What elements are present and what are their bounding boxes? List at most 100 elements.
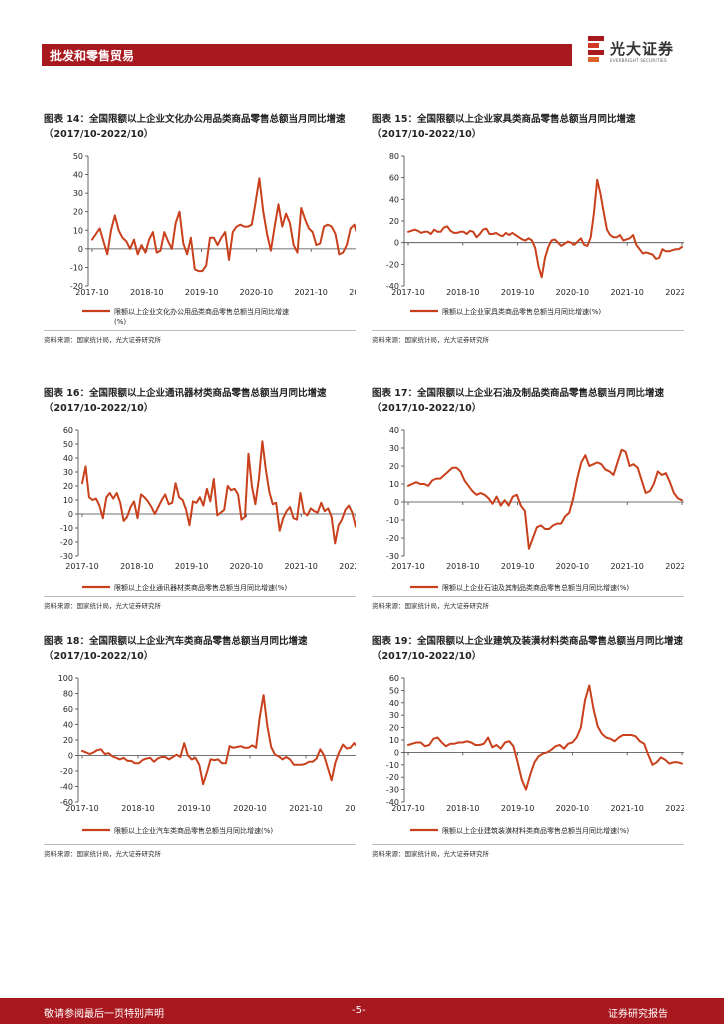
y-tick-label: 60 (389, 174, 399, 183)
y-tick-label: -20 (386, 260, 399, 269)
y-tick-label: -60 (60, 798, 73, 807)
y-tick-label: 20 (73, 208, 83, 217)
series-line (81, 440, 356, 545)
y-tick-label: 30 (389, 711, 399, 720)
section-bar: 批发和零售贸易 (42, 44, 572, 66)
y-tick-label: 40 (63, 721, 73, 730)
page-header: 批发和零售贸易 光大证券 EVERBRIGHT SECURITIES (0, 0, 724, 72)
y-tick-label: 60 (63, 705, 73, 714)
y-tick-label: 20 (389, 724, 399, 733)
x-tick-label: 2019-10 (177, 804, 210, 813)
y-tick-label: -30 (386, 552, 399, 561)
x-tick-label: 2020-10 (556, 288, 589, 297)
y-tick-label: 30 (389, 444, 399, 453)
line-chart: -40 -20 0 20 40 60 80 2017-10 2018-10 2019-10 2020… (386, 152, 684, 316)
x-tick-label: 2018-10 (446, 288, 479, 297)
x-tick-label: 2021-10 (284, 562, 317, 571)
chart-source: 资料来源：国家统计局，光大证券研究所 (44, 336, 161, 344)
y-tick-label: 0 (394, 239, 399, 248)
chart-title: 图表 17：全国限额以上企业石油及制品类商品零售总额当月同比增速（2017/10… (372, 388, 665, 414)
y-tick-label: -10 (386, 516, 399, 525)
x-tick-label: 2019-10 (185, 288, 218, 297)
y-tick-label: 100 (58, 674, 73, 683)
y-tick-label: -30 (60, 552, 73, 561)
y-tick-label: 0 (78, 245, 83, 254)
series-line (407, 684, 683, 791)
x-tick-label: 2018-10 (120, 562, 153, 571)
y-tick-label: -10 (60, 524, 73, 533)
y-tick-label: 60 (389, 674, 399, 683)
y-tick-label: -40 (386, 282, 399, 291)
y-tick-label: 20 (63, 736, 73, 745)
y-tick-label: 50 (63, 440, 73, 449)
x-tick-label: 2017-10 (391, 804, 424, 813)
y-tick-label: 50 (73, 152, 83, 161)
x-tick-label: 2019-10 (501, 804, 534, 813)
y-tick-label: 0 (68, 510, 73, 519)
x-tick-label: 2020-10 (233, 804, 266, 813)
line-chart: -60 -40 -20 0 20 40 60 80 100 2017-10 2018-10 2019-… (58, 674, 356, 835)
y-tick-label: 0 (394, 748, 399, 757)
source-divider (372, 330, 684, 331)
x-tick-label: 2021-10 (610, 562, 643, 571)
y-tick-label: 0 (68, 752, 73, 761)
y-tick-label: -20 (60, 767, 73, 776)
y-tick-label: 60 (63, 426, 73, 435)
x-tick-label: 2022-10 (345, 804, 356, 813)
y-tick-label: 30 (63, 468, 73, 477)
chart-title: 图表 16：全国限额以上企业通讯器材类商品零售总额当月同比增速（2017/10-… (44, 388, 327, 414)
y-tick-label: -20 (70, 282, 83, 291)
x-tick-label: 2018-10 (130, 288, 163, 297)
line-chart: -30 -20 -10 0 10 20 30 40 2017-10 2018-10 2019-10 2… (386, 426, 684, 592)
y-tick-label: -10 (70, 263, 83, 272)
legend-label: 限额以上企业汽车类商品零售总额当月同比增速(%) (114, 826, 273, 835)
section-title: 批发和零售贸易 (50, 49, 135, 63)
source-divider (44, 330, 356, 331)
page-number: -5- (352, 1005, 366, 1016)
y-tick-label: 20 (389, 462, 399, 471)
logo-mark-icon (588, 36, 604, 62)
legend-label: 限额以上企业石油及其制品类商品零售总额当月同比增速(%) (442, 583, 629, 592)
x-tick-label: 2018-10 (446, 804, 479, 813)
x-tick-label: 2022-10 (339, 562, 356, 571)
chart-source: 资料来源：国家统计局，光大证券研究所 (44, 602, 161, 610)
legend-label: 限额以上企业家具类商品零售总额当月同比增速(%) (442, 307, 601, 316)
legend-label: 限额以上企业通讯器材类商品零售总额当月同比增速(%) (114, 583, 287, 592)
y-tick-label: -20 (386, 534, 399, 543)
x-tick-label: 2022-10 (349, 288, 356, 297)
brand-logo: 光大证券 EVERBRIGHT SECURITIES (588, 36, 688, 68)
y-tick-label: 40 (63, 454, 73, 463)
line-chart: -30 -20 -10 0 10 20 30 40 50 60 2017-10 2018-10 2019… (60, 426, 356, 592)
chart-title: 图表 14：全国限额以上企业文化办公用品类商品零售总额当月同比增速（2017/1… (44, 114, 346, 140)
chart-title: 图表 19：全国限额以上企业建筑及装潢材料类商品零售总额当月同比增速（2017/… (372, 636, 684, 662)
y-tick-label: 10 (73, 226, 83, 235)
series-line (407, 448, 683, 550)
x-tick-label: 2021-10 (289, 804, 322, 813)
y-tick-label: 20 (63, 482, 73, 491)
chart-source: 资料来源：国家统计局，光大证券研究所 (372, 850, 489, 858)
chart-source: 资料来源：国家统计局，光大证券研究所 (372, 336, 489, 344)
chart-title: 图表 18：全国限额以上企业汽车类商品零售总额当月同比增速（2017/10-20… (44, 636, 308, 662)
chart-source: 资料来源：国家统计局，光大证券研究所 (44, 850, 161, 858)
source-divider (44, 596, 356, 597)
x-tick-label: 2017-10 (391, 288, 424, 297)
series-line (91, 177, 356, 273)
x-tick-label: 2020-10 (240, 288, 273, 297)
y-tick-label: 40 (389, 426, 399, 435)
y-tick-label: -40 (60, 783, 73, 792)
y-tick-label: 40 (389, 195, 399, 204)
x-tick-label: 2017-10 (75, 288, 108, 297)
x-tick-label: 2017-10 (65, 804, 98, 813)
x-tick-label: 2018-10 (446, 562, 479, 571)
source-divider (44, 844, 356, 845)
x-tick-label: 2020-10 (556, 804, 589, 813)
y-tick-label: -40 (386, 798, 399, 807)
line-chart: -40 -30 -20 -10 0 10 20 30 40 50 60 2017-10 2018-10 2… (386, 674, 684, 835)
x-tick-label: 2019-10 (175, 562, 208, 571)
chart-source: 资料来源：国家统计局，光大证券研究所 (372, 602, 489, 610)
series-line (407, 178, 683, 279)
page-footer: 敬请参阅最后一页特别声明 -5- 证券研究报告 (0, 998, 724, 1024)
y-tick-label: 0 (394, 498, 399, 507)
y-tick-label: 40 (73, 171, 83, 180)
x-tick-label: 2020-10 (230, 562, 263, 571)
